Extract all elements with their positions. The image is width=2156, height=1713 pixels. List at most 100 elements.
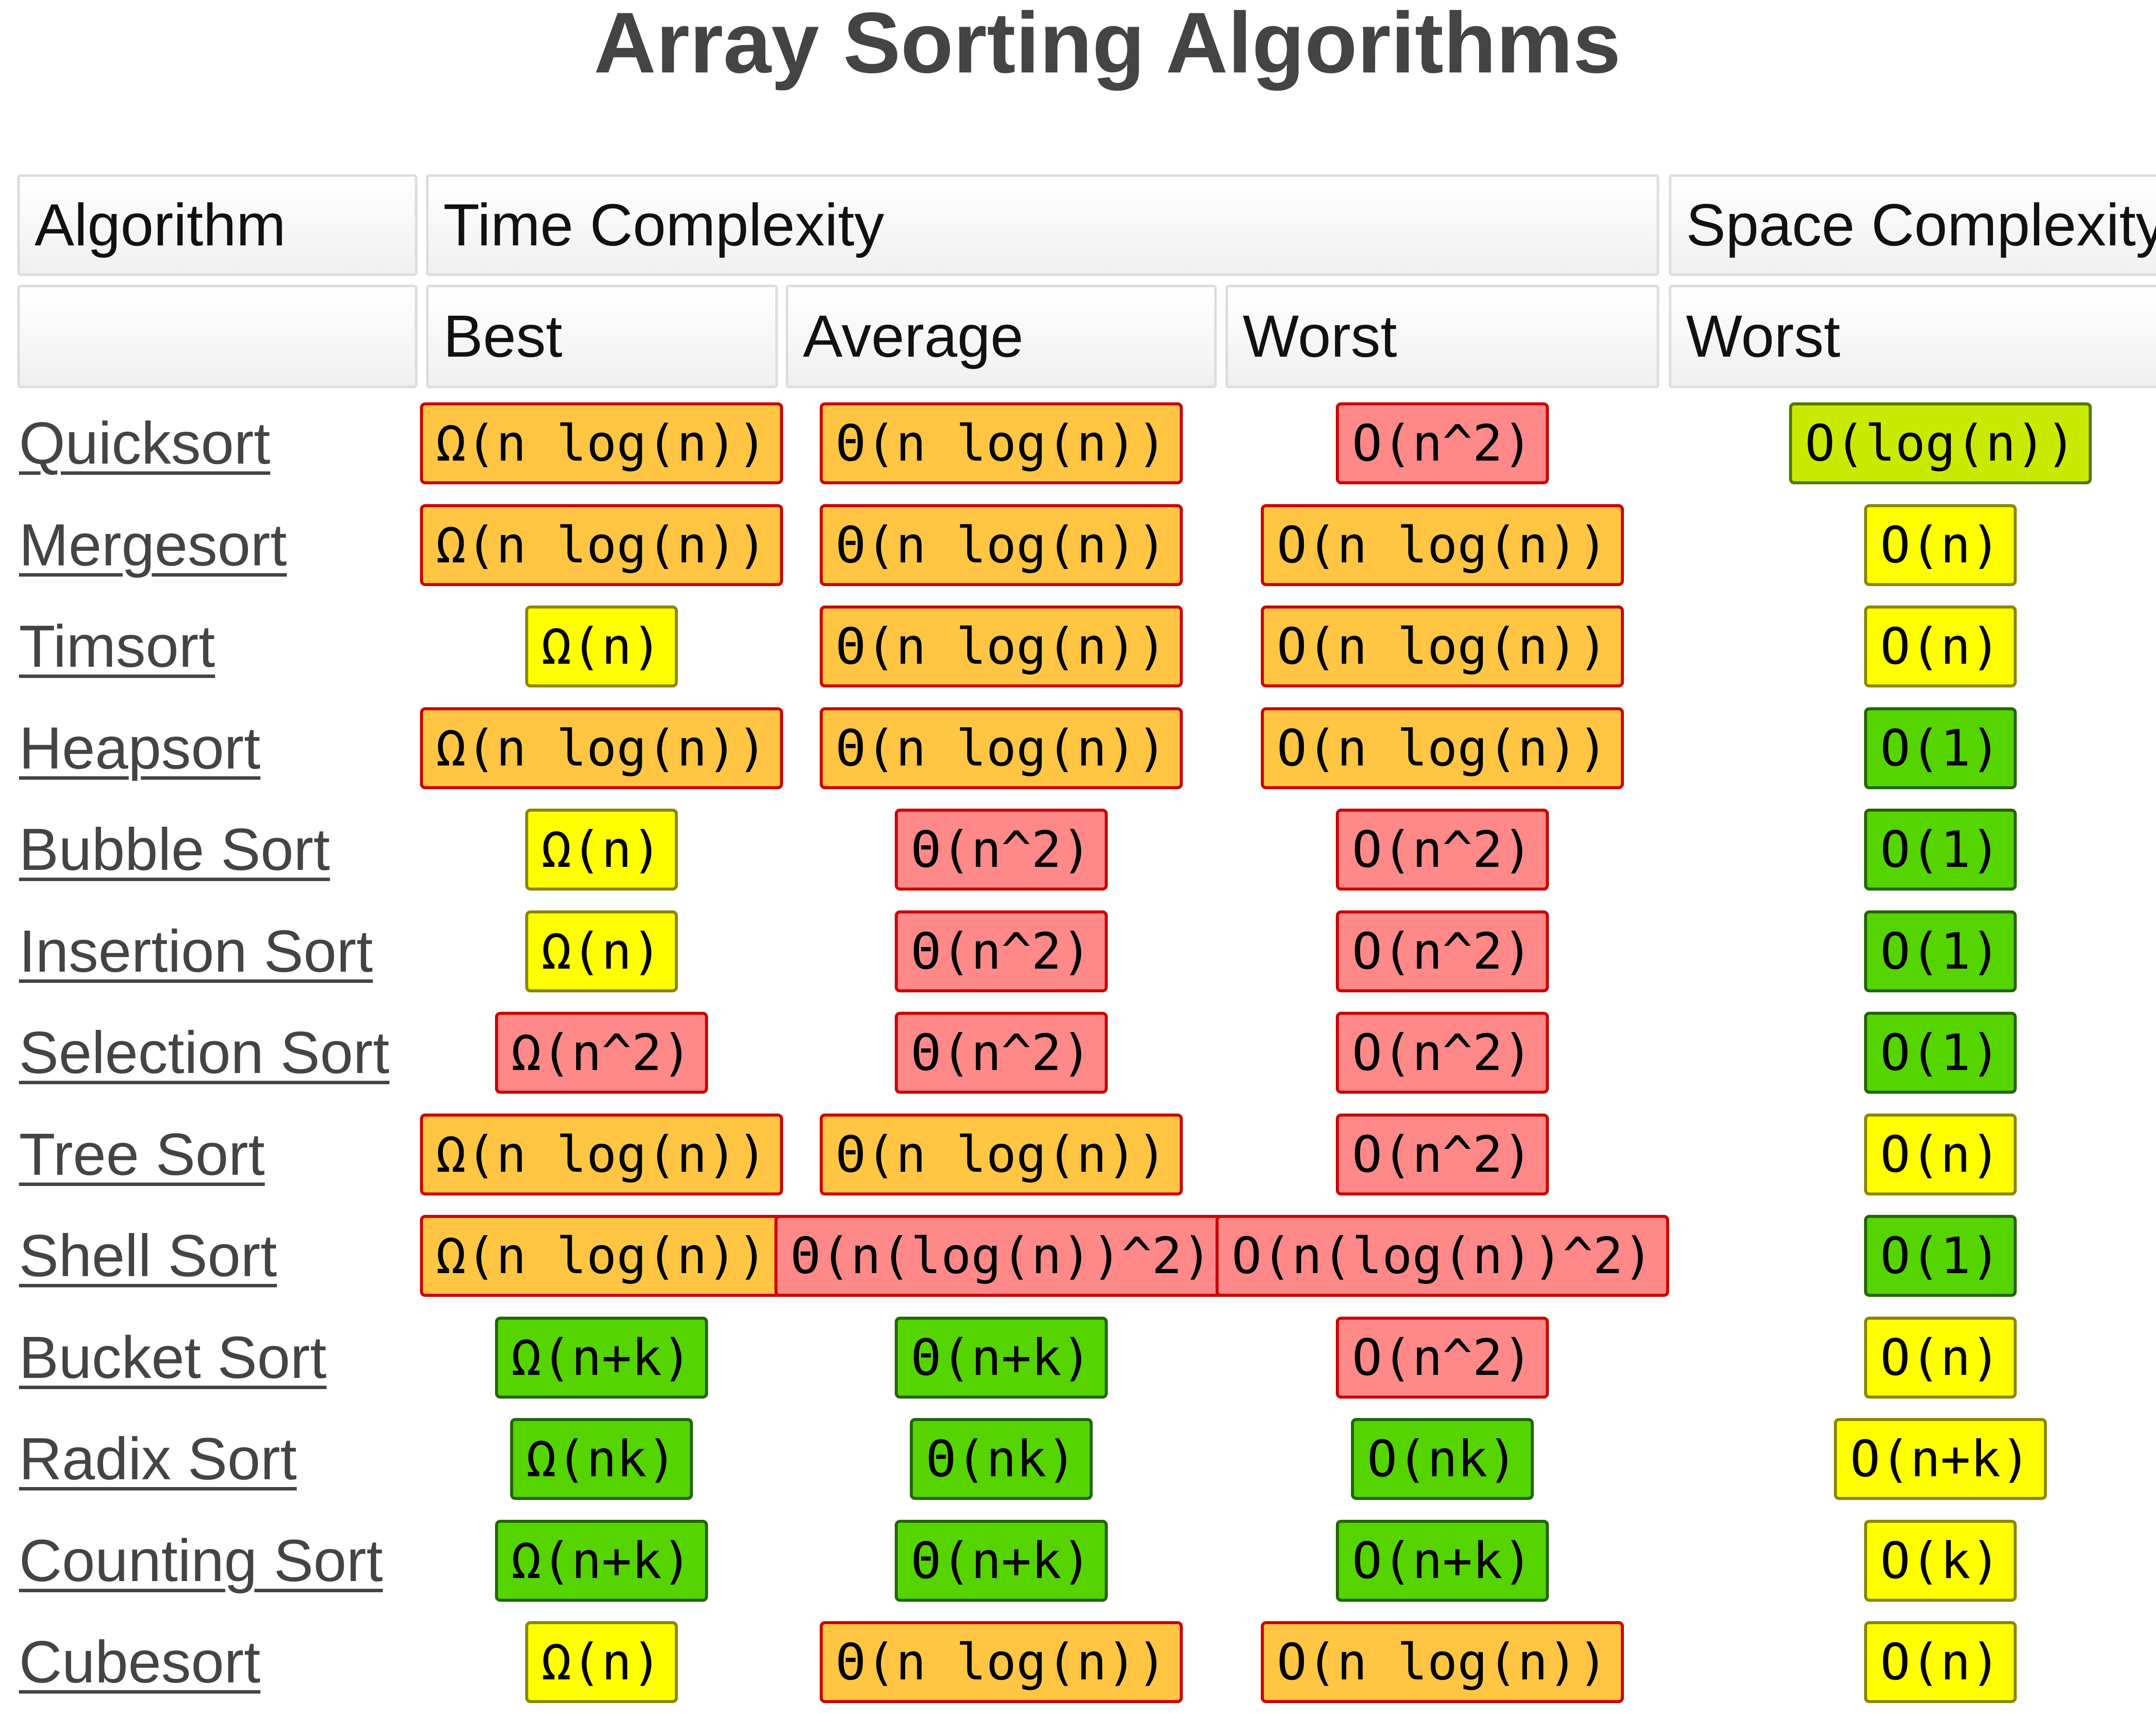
complexity-badge-average: Θ(n log(n)): [819, 1621, 1183, 1703]
complexity-cell-worst: O(n^2): [1227, 392, 1658, 494]
header-space-worst: Worst: [1669, 285, 2156, 388]
complexity-badge-best: Ω(n log(n)): [420, 707, 783, 789]
complexity-cell-space: O(n+k): [1725, 1408, 2156, 1510]
header-time-complexity: Time Complexity: [426, 174, 1659, 276]
complexity-cell-space: O(log(n)): [1725, 392, 2156, 494]
complexity-badge-space: O(n): [1864, 1114, 2017, 1195]
complexity-badge-worst: O(n^2): [1336, 1317, 1549, 1399]
complexity-badge-average: Θ(n log(n)): [819, 1114, 1183, 1195]
complexity-cell-worst: O(n^2): [1227, 1002, 1658, 1104]
complexity-cell-space: O(n): [1725, 596, 2156, 697]
complexity-cell-best: Ω(n log(n)): [386, 1205, 817, 1307]
algorithm-link[interactable]: Counting Sort: [19, 1527, 383, 1594]
complexity-cell-average: Θ(n log(n)): [786, 1611, 1217, 1713]
complexity-cell-best: Ω(n): [386, 799, 817, 900]
complexity-badge-worst: O(n^2): [1336, 1114, 1549, 1195]
complexity-badge-best: Ω(n): [525, 1621, 678, 1703]
complexity-badge-worst: O(n+k): [1336, 1520, 1549, 1602]
complexity-cell-average: Θ(n^2): [786, 799, 1217, 900]
complexity-cell-best: Ω(n): [386, 900, 817, 1002]
complexity-badge-best: Ω(n+k): [495, 1520, 708, 1602]
complexity-cell-best: Ω(n log(n)): [386, 1104, 817, 1205]
complexity-cell-best: Ω(n log(n)): [386, 494, 817, 596]
header-space-complexity: Space Complexity: [1669, 174, 2156, 276]
complexity-badge-average: Θ(n log(n)): [819, 402, 1183, 484]
complexity-badge-average: Θ(nk): [910, 1418, 1093, 1500]
algorithm-link[interactable]: Tree Sort: [19, 1121, 265, 1188]
header-algorithm: Algorithm: [17, 174, 417, 276]
algorithm-link[interactable]: Mergesort: [19, 511, 287, 578]
complexity-badge-space: O(n): [1864, 606, 2017, 687]
algorithm-link[interactable]: Heapsort: [19, 715, 260, 781]
complexity-cell-best: Ω(nk): [386, 1408, 817, 1510]
complexity-badge-best: Ω(n^2): [495, 1012, 708, 1094]
complexity-cell-best: Ω(n log(n)): [386, 392, 817, 494]
complexity-cell-worst: O(n^2): [1227, 1307, 1658, 1409]
complexity-cell-average: Θ(n log(n)): [786, 697, 1217, 799]
complexity-badge-worst: O(n^2): [1336, 910, 1549, 992]
complexity-badge-average: Θ(n^2): [895, 809, 1108, 891]
complexity-badge-worst: O(n(log(n))^2): [1216, 1215, 1669, 1297]
algorithm-link[interactable]: Quicksort: [19, 410, 270, 477]
complexity-cell-average: Θ(n log(n)): [786, 494, 1217, 596]
complexity-cell-best: Ω(n log(n)): [386, 697, 817, 799]
algorithm-link[interactable]: Shell Sort: [19, 1222, 277, 1289]
complexity-cell-space: O(1): [1725, 697, 2156, 799]
header-worst: Worst: [1225, 285, 1659, 388]
complexity-badge-worst: O(n log(n)): [1260, 707, 1624, 789]
complexity-cell-space: O(n): [1725, 1307, 2156, 1409]
complexity-badge-space: O(n): [1864, 1317, 2017, 1399]
complexity-cell-worst: O(nk): [1227, 1408, 1658, 1510]
complexity-badge-best: Ω(n+k): [495, 1317, 708, 1399]
complexity-badge-best: Ω(n): [525, 809, 678, 891]
complexity-badge-average: Θ(n^2): [895, 1012, 1108, 1094]
complexity-cell-worst: O(n log(n)): [1227, 697, 1658, 799]
complexity-badge-worst: O(n log(n)): [1260, 504, 1624, 586]
complexity-badge-space: O(n+k): [1834, 1418, 2047, 1500]
complexity-badge-worst: O(n log(n)): [1260, 1621, 1624, 1703]
algorithm-link[interactable]: Timsort: [19, 613, 215, 680]
complexity-badge-space: O(1): [1864, 707, 2017, 789]
complexity-cell-space: O(1): [1725, 1205, 2156, 1307]
complexity-cell-worst: O(n log(n)): [1227, 494, 1658, 596]
complexity-cell-worst: O(n log(n)): [1227, 1611, 1658, 1713]
complexity-cell-average: Θ(n+k): [786, 1307, 1217, 1409]
algorithm-link[interactable]: Cubesort: [19, 1628, 260, 1695]
complexity-cell-space: O(n): [1725, 1104, 2156, 1205]
complexity-cell-best: Ω(n+k): [386, 1510, 817, 1612]
complexity-cell-space: O(k): [1725, 1510, 2156, 1612]
algorithm-link[interactable]: Radix Sort: [19, 1425, 297, 1492]
complexity-cell-best: Ω(n): [386, 596, 817, 697]
complexity-cell-worst: O(n^2): [1227, 1104, 1658, 1205]
complexity-badge-worst: O(n^2): [1336, 1012, 1549, 1094]
complexity-cell-average: Θ(n^2): [786, 1002, 1217, 1104]
complexity-badge-best: Ω(n log(n)): [420, 1114, 783, 1195]
complexity-badge-space: O(n): [1864, 504, 2017, 586]
complexity-cell-space: O(1): [1725, 900, 2156, 1002]
complexity-badge-best: Ω(n): [525, 910, 678, 992]
complexity-badge-space: O(1): [1864, 1012, 2017, 1094]
algorithm-link[interactable]: Insertion Sort: [19, 918, 373, 985]
complexity-badge-best: Ω(n): [525, 606, 678, 687]
complexity-badge-best: Ω(n log(n)): [420, 1215, 783, 1297]
complexity-cell-average: Θ(n log(n)): [786, 1104, 1217, 1205]
complexity-badge-average: Θ(n+k): [895, 1317, 1108, 1399]
complexity-cell-average: Θ(n^2): [786, 900, 1217, 1002]
complexity-badge-average: Θ(n log(n)): [819, 707, 1183, 789]
complexity-badge-best: Ω(n log(n)): [420, 402, 783, 484]
complexity-badge-worst: O(nk): [1351, 1418, 1534, 1500]
page-title: Array Sorting Algorithms: [594, 0, 1621, 91]
header-best: Best: [426, 285, 778, 388]
complexity-cell-space: O(1): [1725, 1002, 2156, 1104]
complexity-badge-best: Ω(nk): [510, 1418, 693, 1500]
complexity-cell-worst: O(n log(n)): [1227, 596, 1658, 697]
complexity-badge-space: O(log(n)): [1789, 402, 2092, 484]
complexity-cell-worst: O(n^2): [1227, 799, 1658, 900]
complexity-badge-average: Θ(n^2): [895, 910, 1108, 992]
complexity-cell-average: Θ(nk): [786, 1408, 1217, 1510]
algorithm-link[interactable]: Selection Sort: [19, 1019, 390, 1086]
complexity-badge-worst: O(n^2): [1336, 809, 1549, 891]
algorithm-link[interactable]: Bubble Sort: [19, 816, 330, 883]
complexity-cell-average: Θ(n log(n)): [786, 392, 1217, 494]
algorithm-link[interactable]: Bucket Sort: [19, 1324, 327, 1391]
